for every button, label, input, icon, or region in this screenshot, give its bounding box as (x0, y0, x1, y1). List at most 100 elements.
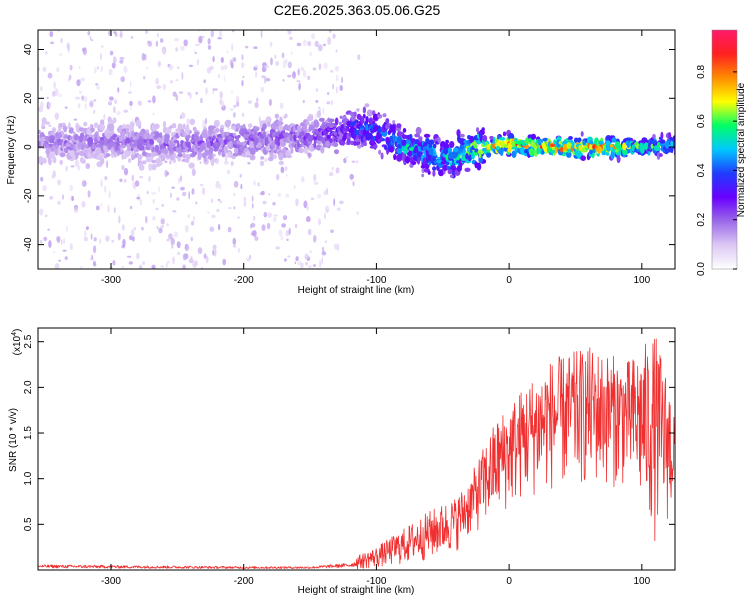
spectrogram-ridge-blob (447, 146, 453, 154)
spectrogram-noise-blob (77, 165, 81, 171)
spectrogram-ridge-blob (566, 151, 572, 158)
spectrogram-noise-blob (53, 251, 56, 254)
spectrogram-noise-blob (94, 66, 97, 74)
spectrogram-noise-blob (129, 100, 133, 107)
spectrogram-ridge-blob (622, 142, 627, 151)
snr-scale-label: (x104) (11, 329, 23, 356)
spectrogram-ridge-blob (107, 123, 114, 132)
spectrogram-noise-blob (77, 103, 81, 109)
spectrogram-noise-blob (210, 198, 213, 204)
spectrogram-noise-blob (335, 49, 338, 53)
snr-y-tick: 2.5 (23, 334, 675, 349)
spectrogram-ridge-blob (125, 128, 129, 135)
spectrogram-ridge-blob (393, 153, 397, 161)
spectrogram-noise-blob (45, 51, 48, 55)
spectrogram-noise-blob (54, 88, 59, 97)
spectrogram-ridge-blob (354, 138, 361, 142)
spectrogram-ridge-blob (562, 143, 568, 152)
spectrogram-ridge-blob (262, 123, 267, 130)
spectrogram-noise-blob (65, 225, 68, 233)
spectrogram-ridge-blob (232, 152, 239, 157)
spectrogram-noise-blob (214, 248, 217, 257)
spectrogram-noise-blob (306, 216, 311, 223)
spectrogram-noise-blob (121, 164, 125, 171)
spectrogram-noise-blob (326, 187, 328, 195)
spectrogram-ridge-blob (365, 116, 369, 124)
spectrogram-noise-blob (166, 262, 168, 268)
spectrogram-ridge-blob (50, 146, 55, 152)
spectrogram-noise-blob (148, 163, 153, 171)
spectrogram-ridge-blob (507, 142, 513, 149)
spectrogram-ridge-blob (334, 117, 339, 126)
spectrogram-ridge-blob (188, 162, 195, 169)
spectrogram-noise-blob (130, 229, 135, 237)
spectrogram-ridge-blob (676, 146, 680, 154)
spectrogram-noise-blob (219, 91, 223, 99)
svg-text:0.8: 0.8 (696, 64, 707, 78)
spectrogram-ridge-blob (41, 123, 45, 128)
spectrogram-noise-blob (312, 264, 317, 267)
spectrogram-noise-blob (129, 80, 132, 88)
spectrogram-noise-blob (207, 38, 211, 45)
spectrogram-ridge-blob (463, 139, 467, 144)
spectrogram-noise-blob (197, 30, 201, 32)
spectrogram-noise-blob (261, 23, 264, 27)
spectrogram-ridge-blob (502, 131, 507, 137)
spectrogram-ridge-blob (372, 113, 379, 121)
spectrogram-ridge-blob (605, 152, 610, 156)
spectrogram-ridge-blob (664, 148, 671, 154)
spectrogram-ridge-blob (541, 142, 546, 149)
spectrogram-ridge-blob (421, 173, 425, 178)
spectrogram-ridge-blob (63, 134, 68, 139)
spectrogram-noise-blob (206, 67, 212, 74)
snr-y-tick: 2.0 (23, 380, 675, 394)
spectrogram-noise-blob (211, 214, 216, 218)
spectrogram-ridge-blob (44, 121, 51, 125)
colorbar-ticks: 0.0 0.2 0.4 0.6 0.8 (696, 64, 737, 276)
svg-text:2.0: 2.0 (23, 380, 34, 394)
spectrogram-ridge-blob (278, 160, 284, 166)
spectrogram-noise-blob (123, 65, 128, 73)
spectrogram-noise-blob (171, 186, 175, 189)
spectrogram-ridge-blob (356, 108, 360, 112)
spectrogram-noise-blob (128, 261, 133, 265)
spectrogram-noise-blob (112, 260, 116, 266)
spectrogram-noise-blob (281, 52, 285, 59)
spectrogram-noise-blob (317, 106, 321, 110)
spectrogram-ridge-blob (63, 147, 69, 154)
spectrogram-ridge-blob (128, 158, 132, 163)
spectrogram-noise-blob (152, 95, 156, 104)
spectrogram-noise-blob (334, 65, 340, 72)
spectrogram-noise-blob (307, 228, 312, 236)
spectrogram-noise-blob (241, 112, 245, 117)
spectrogram-noise-blob (304, 261, 309, 266)
spectrogram-noise-blob (329, 171, 334, 176)
spectrogram-noise-blob (39, 208, 44, 216)
spectrogram-ridge-blob (353, 111, 357, 117)
snr-x-label: Height of straight line (km) (298, 585, 415, 596)
spectrogram-ridge-blob (220, 127, 224, 135)
spectrogram-ridge-blob (244, 131, 250, 135)
spectrogram-noise-blob (298, 82, 301, 91)
spectrogram-ridge-blob (291, 143, 296, 147)
spectrogram-noise-blob (263, 157, 268, 163)
spectrogram-noise-blob (220, 65, 225, 71)
spectrogram-ridge-blob (402, 153, 406, 162)
spectrogram-noise-blob (209, 226, 215, 232)
spectrogram-ridge-blob (460, 138, 466, 146)
spectrogram-ridge-blob (90, 127, 95, 133)
spectrogram-ridge-blob (334, 149, 339, 155)
spectrogram-ridge-blob (100, 157, 105, 165)
spectrogram-noise-blob (191, 168, 196, 177)
spectrogram-noise-blob (148, 235, 152, 243)
spectrogram-ridge-blob (496, 145, 500, 151)
spectrogram-noise-blob (145, 215, 148, 224)
spectrogram-noise-blob (259, 192, 265, 196)
spectrogram-noise-blob (152, 216, 156, 221)
spectrogram-ridge-blob (346, 137, 351, 146)
spectrogram-ridge-blob (227, 151, 232, 157)
spectrogram-noise-blob (300, 262, 304, 269)
spectrogram-noise-blob (303, 200, 308, 209)
spectrogram-noise-blob (159, 38, 164, 43)
spectrogram-noise-blob (253, 180, 256, 186)
